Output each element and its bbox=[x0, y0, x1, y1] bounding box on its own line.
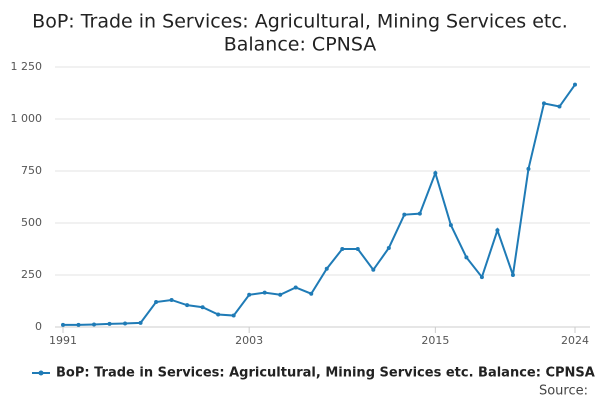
series-line bbox=[63, 84, 576, 326]
data-point bbox=[526, 166, 531, 171]
data-point bbox=[107, 321, 112, 326]
data-point bbox=[402, 212, 407, 217]
data-point bbox=[417, 211, 422, 216]
data-point bbox=[185, 303, 190, 308]
legend-marker bbox=[38, 370, 44, 376]
data-point bbox=[371, 267, 376, 272]
data-point bbox=[262, 290, 267, 295]
y-tick-label: 1 250 bbox=[11, 60, 43, 73]
legend-label: BoP: Trade in Services: Agricultural, Mi… bbox=[56, 366, 595, 381]
data-point bbox=[541, 101, 546, 106]
data-point bbox=[464, 255, 469, 260]
x-tick-label: 2003 bbox=[235, 334, 263, 347]
x-tick-label: 2015 bbox=[421, 334, 449, 347]
chart-title: Balance: CPNSA bbox=[224, 34, 377, 56]
data-point bbox=[557, 104, 562, 109]
data-point bbox=[386, 245, 391, 250]
y-tick-label: 500 bbox=[21, 216, 42, 229]
data-point bbox=[138, 320, 143, 325]
source: Source: bbox=[539, 384, 588, 399]
data-point bbox=[247, 292, 252, 297]
data-point bbox=[479, 275, 484, 280]
data-point bbox=[61, 322, 65, 327]
data-point bbox=[123, 321, 128, 326]
data-point bbox=[324, 266, 329, 271]
x-tick-label: 2024 bbox=[561, 334, 589, 347]
data-point bbox=[278, 292, 283, 297]
x-tick-label: 1991 bbox=[49, 334, 77, 347]
data-point bbox=[216, 312, 221, 317]
y-tick-label: 750 bbox=[21, 164, 42, 177]
data-point bbox=[309, 291, 314, 296]
data-point bbox=[510, 273, 515, 277]
data-point bbox=[448, 223, 453, 228]
y-tick-label: 250 bbox=[21, 268, 42, 281]
data-point bbox=[231, 313, 236, 318]
data-point bbox=[293, 285, 298, 290]
y-tick-label: 0 bbox=[35, 320, 42, 333]
chart-title: BoP: Trade in Services: Agricultural, Mi… bbox=[32, 11, 568, 33]
data-point bbox=[76, 322, 81, 327]
data-point bbox=[355, 247, 360, 251]
data-point bbox=[169, 297, 174, 302]
data-point bbox=[433, 171, 438, 176]
data-point bbox=[573, 82, 577, 87]
data-point bbox=[200, 305, 205, 310]
data-point bbox=[92, 322, 97, 327]
data-point bbox=[340, 247, 345, 251]
y-tick-label: 1 000 bbox=[11, 112, 43, 125]
data-point bbox=[154, 300, 159, 305]
data-point bbox=[495, 228, 500, 233]
